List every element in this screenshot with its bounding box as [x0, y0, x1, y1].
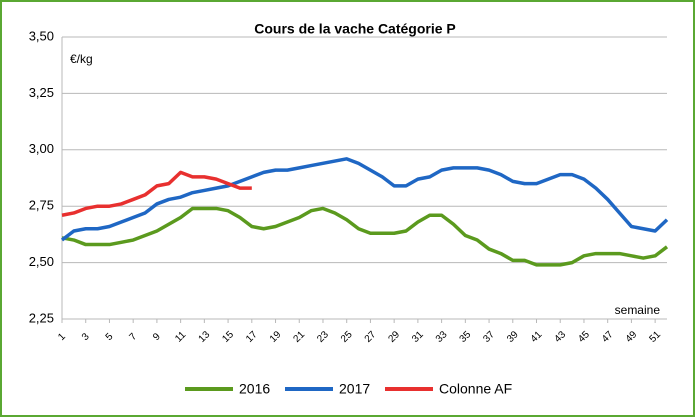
legend-label: 2017 — [339, 381, 370, 397]
y-tick-label: 3,50 — [29, 28, 54, 43]
y-tick-label: 2,50 — [29, 254, 54, 269]
y-tick-label: 2,25 — [29, 310, 54, 325]
y-tick-label: 3,25 — [29, 85, 54, 100]
y-axis-label: €/kg — [70, 52, 93, 66]
chart-title: Cours de la vache Catégorie P — [254, 21, 456, 37]
series-line — [60, 157, 669, 242]
y-tick-label: 2,75 — [29, 198, 54, 213]
y-tick-label: 3,00 — [29, 141, 54, 156]
legend-label: Colonne AF — [439, 381, 512, 397]
x-axis-label: semaine — [615, 303, 661, 317]
series-line — [61, 206, 669, 267]
legend-label: 2016 — [239, 381, 270, 397]
series-line — [61, 170, 252, 217]
